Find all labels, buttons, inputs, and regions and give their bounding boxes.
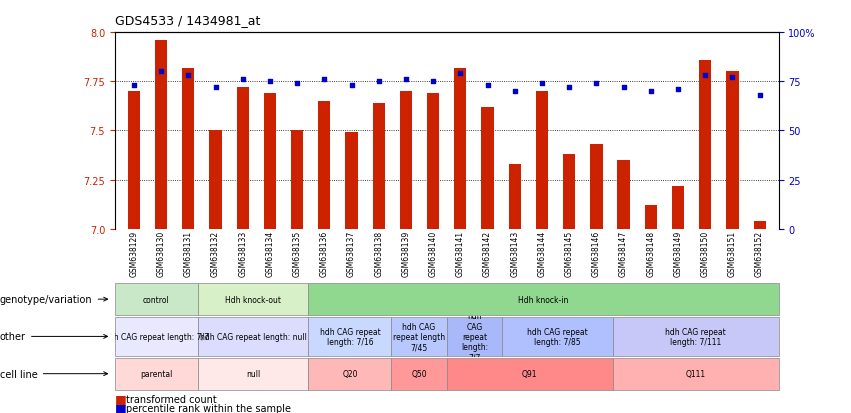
- Text: Q50: Q50: [411, 369, 427, 378]
- Bar: [447, 358, 613, 389]
- Point: [154, 69, 168, 76]
- Text: ■: ■: [115, 392, 127, 405]
- Text: hdh CAG
repeat length
7/45: hdh CAG repeat length 7/45: [393, 322, 445, 351]
- Bar: [672, 186, 684, 229]
- Text: hdh CAG repeat length: 7/7: hdh CAG repeat length: 7/7: [104, 332, 208, 341]
- Bar: [454, 68, 466, 229]
- Text: hdh CAG repeat length: null: hdh CAG repeat length: null: [200, 332, 306, 341]
- Bar: [447, 317, 502, 356]
- Bar: [182, 68, 195, 229]
- Text: GDS4533 / 1434981_at: GDS4533 / 1434981_at: [115, 14, 260, 26]
- Text: control: control: [143, 295, 169, 304]
- Bar: [482, 107, 494, 229]
- Bar: [308, 358, 391, 389]
- Point: [563, 85, 576, 91]
- Point: [699, 73, 712, 79]
- Point: [671, 87, 685, 93]
- Text: hdh CAG repeat
length: 7/85: hdh CAG repeat length: 7/85: [527, 327, 588, 346]
- Bar: [264, 94, 276, 229]
- Text: Hdh knock-out: Hdh knock-out: [226, 295, 281, 304]
- Text: hdh
CAG
repeat
length:
7/7: hdh CAG repeat length: 7/7: [461, 311, 488, 362]
- Text: other: other: [0, 332, 107, 342]
- Point: [236, 77, 249, 83]
- Point: [290, 81, 304, 87]
- Text: Q20: Q20: [342, 369, 357, 378]
- Point: [263, 79, 277, 85]
- Bar: [753, 221, 766, 229]
- Bar: [197, 317, 308, 356]
- Bar: [509, 164, 521, 229]
- Text: hdh CAG repeat
length: 7/16: hdh CAG repeat length: 7/16: [320, 327, 380, 346]
- Bar: [155, 41, 168, 229]
- Bar: [591, 145, 603, 229]
- Bar: [115, 358, 197, 389]
- Text: transformed count: transformed count: [126, 394, 217, 404]
- Bar: [115, 284, 197, 315]
- Text: null: null: [246, 369, 260, 378]
- Point: [508, 88, 522, 95]
- Point: [753, 93, 767, 99]
- Bar: [391, 358, 447, 389]
- Point: [617, 85, 631, 91]
- Bar: [115, 317, 197, 356]
- Point: [181, 73, 195, 79]
- Bar: [197, 284, 308, 315]
- Point: [644, 88, 658, 95]
- Text: parental: parental: [140, 369, 173, 378]
- Bar: [613, 358, 779, 389]
- Point: [208, 85, 222, 91]
- Text: Hdh knock-in: Hdh knock-in: [518, 295, 568, 304]
- Point: [454, 71, 467, 78]
- Bar: [726, 72, 739, 229]
- Point: [426, 79, 440, 85]
- Point: [317, 77, 331, 83]
- Bar: [308, 284, 779, 315]
- Bar: [699, 60, 711, 229]
- Bar: [502, 317, 613, 356]
- Bar: [128, 92, 140, 229]
- Bar: [318, 102, 330, 229]
- Bar: [197, 358, 308, 389]
- Bar: [536, 92, 548, 229]
- Bar: [308, 317, 391, 356]
- Bar: [291, 131, 303, 229]
- Point: [590, 81, 603, 87]
- Point: [726, 75, 740, 81]
- Text: Q111: Q111: [686, 369, 705, 378]
- Bar: [400, 92, 412, 229]
- Bar: [563, 154, 575, 229]
- Text: genotype/variation: genotype/variation: [0, 294, 107, 304]
- Point: [481, 83, 494, 89]
- Point: [372, 79, 386, 85]
- Point: [127, 83, 140, 89]
- Bar: [618, 161, 630, 229]
- Point: [535, 81, 549, 87]
- Text: ■: ■: [115, 401, 127, 413]
- Text: hdh CAG repeat
length: 7/111: hdh CAG repeat length: 7/111: [665, 327, 726, 346]
- Point: [345, 83, 358, 89]
- Text: cell line: cell line: [0, 369, 107, 379]
- Point: [399, 77, 413, 83]
- Bar: [373, 104, 385, 229]
- Bar: [645, 206, 657, 229]
- Bar: [346, 133, 357, 229]
- Bar: [427, 94, 439, 229]
- Text: Q91: Q91: [522, 369, 538, 378]
- Bar: [237, 88, 248, 229]
- Bar: [209, 131, 221, 229]
- Bar: [391, 317, 447, 356]
- Bar: [613, 317, 779, 356]
- Text: percentile rank within the sample: percentile rank within the sample: [126, 403, 291, 413]
